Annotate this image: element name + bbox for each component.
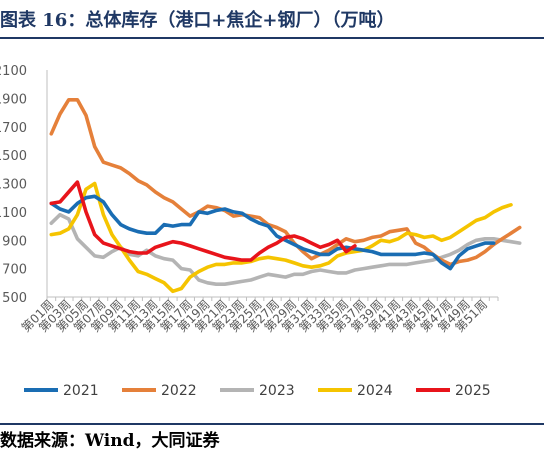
y-tick-label: 700 — [2, 263, 27, 278]
plot-area — [49, 97, 522, 294]
series-line-2022 — [49, 97, 522, 267]
title-divider — [0, 37, 544, 39]
legend-label-2025: 2025 — [455, 383, 491, 399]
x-axis: 第01周第03周第05周第07周第09周第11周第13周第15周第17周第19周… — [19, 296, 499, 335]
y-tick-label: 500 — [2, 291, 27, 306]
chart-title: 图表 16：总体库存（港口+焦企+钢厂）（万吨） — [0, 10, 395, 31]
y-tick-label: 2100 — [0, 64, 27, 79]
y-tick-label: 1300 — [0, 178, 27, 193]
footer-divider — [0, 423, 544, 425]
y-tick-label: 1900 — [0, 92, 27, 107]
series-line-2023 — [49, 212, 522, 286]
y-tick-label: 900 — [2, 234, 27, 249]
legend-label-2023: 2023 — [259, 383, 295, 399]
line-chart: 2100 1900 1700 1500 1300 1100 900 700 500 第01周第0… — [0, 64, 522, 399]
legend-label-2022: 2022 — [161, 383, 197, 399]
series-line-2025 — [49, 180, 357, 262]
series-line-2021 — [49, 194, 496, 271]
series-line-2024 — [49, 181, 513, 294]
y-axis: 2100 1900 1700 1500 1300 1100 900 700 500 — [0, 64, 27, 306]
y-tick-label: 1500 — [0, 149, 27, 164]
legend-label-2024: 2024 — [357, 383, 393, 399]
legend: 2021 2022 2023 2024 2025 — [24, 383, 491, 399]
y-tick-label: 1100 — [0, 206, 27, 221]
source-note: 数据来源：Wind，大同证券 — [0, 431, 220, 451]
y-tick-label: 1700 — [0, 121, 27, 136]
legend-label-2021: 2021 — [63, 383, 99, 399]
